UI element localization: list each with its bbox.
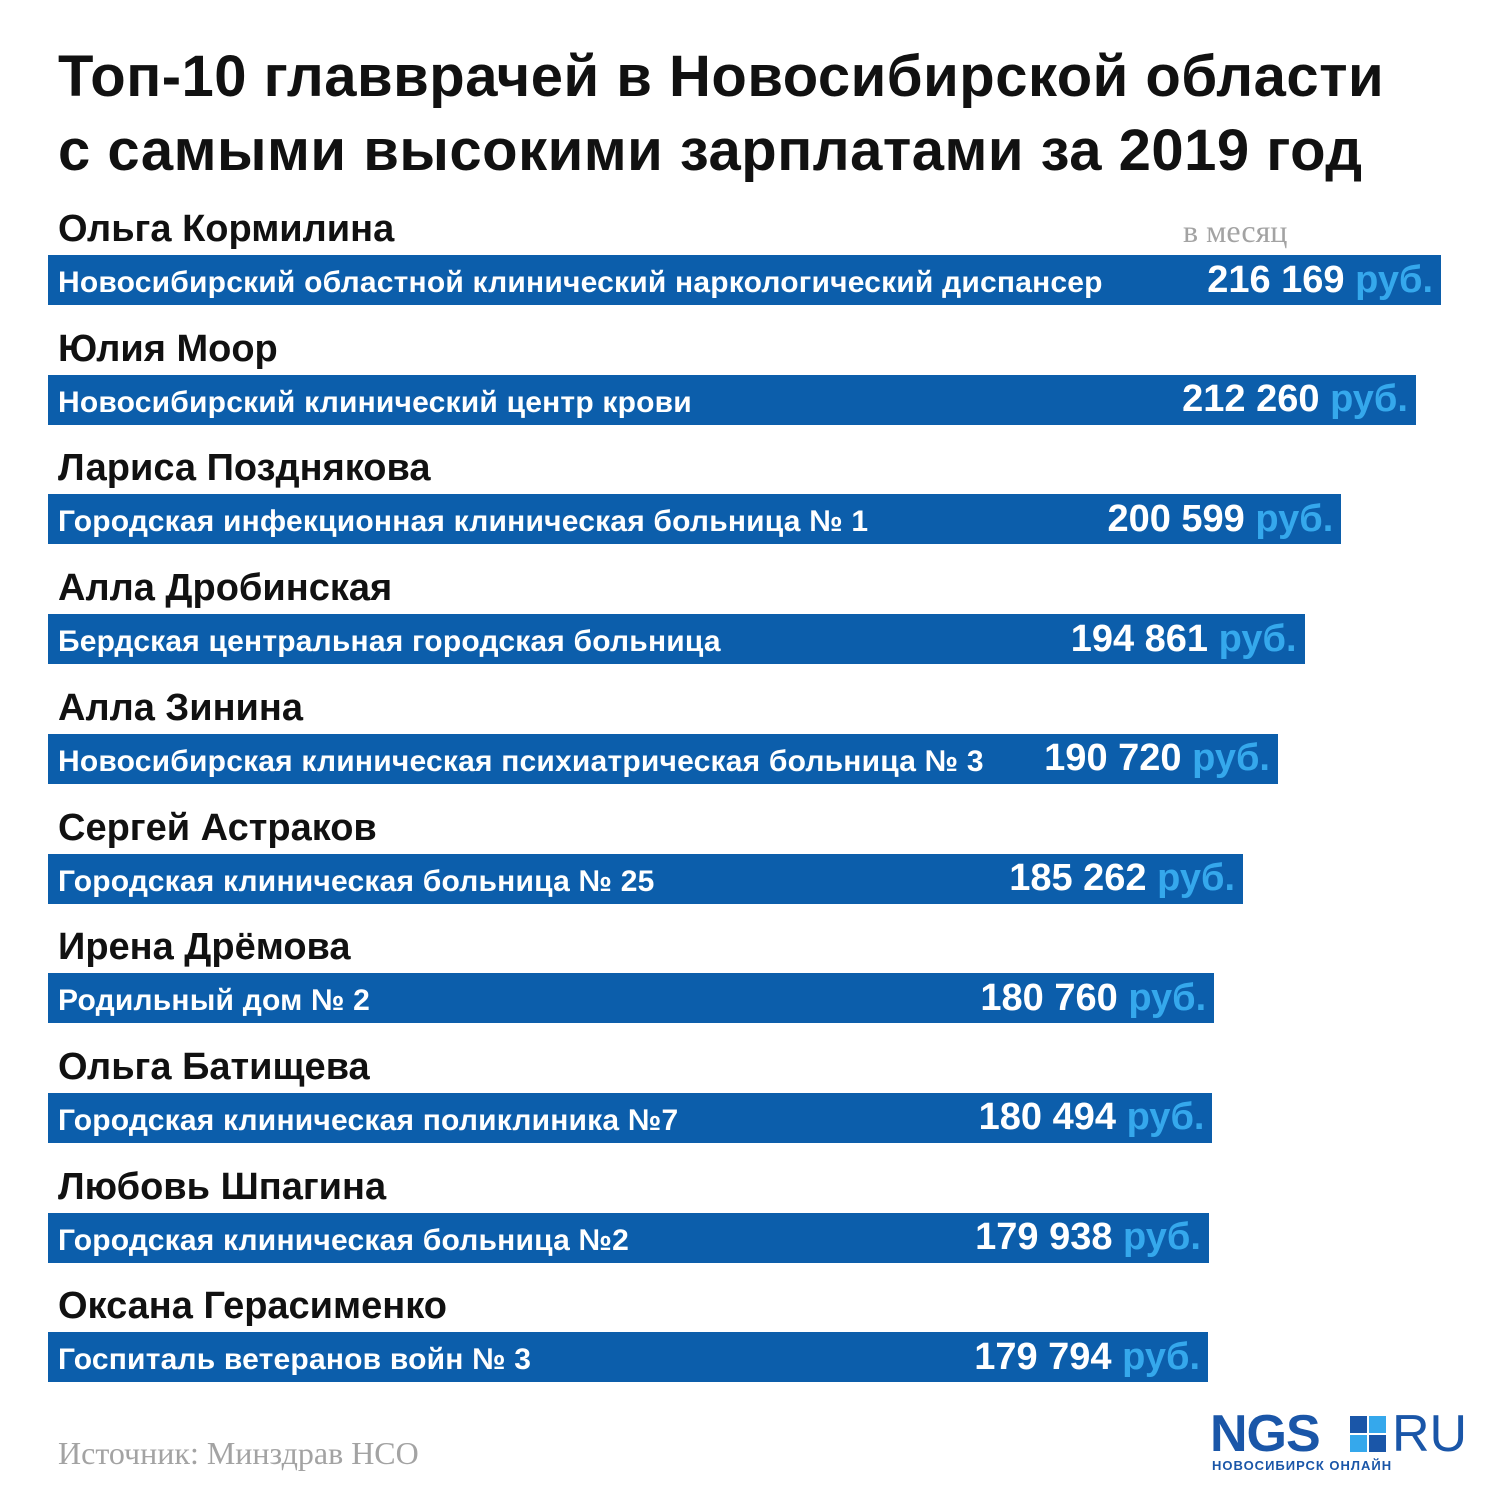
salary-number: 179 794 — [974, 1335, 1112, 1378]
salary-value-label: 180 494 руб. — [979, 1096, 1205, 1139]
logo-ngs-text: NGS — [1210, 1405, 1321, 1463]
doctor-name: Алла Дробинская — [58, 567, 393, 610]
salary-bar: Госпиталь ветеранов войн № 3 179 794 руб. — [48, 1332, 1208, 1383]
salary-unit: руб. — [1123, 1216, 1201, 1259]
doctor-name: Лариса Позднякова — [58, 447, 431, 490]
doctor-name: Юлия Моор — [58, 327, 278, 370]
salary-unit: руб. — [1128, 976, 1207, 1019]
bar-chart: Ольга Кормилина Новосибирский областной к… — [48, 208, 1441, 1383]
salary-value-label: 185 262 руб. — [1009, 857, 1235, 900]
salary-number: 190 720 — [1044, 737, 1182, 780]
institution-label: Городская инфекционная клиническая больн… — [58, 505, 869, 539]
salary-bar: Новосибирская клиническая психиатрическа… — [48, 733, 1278, 784]
salary-unit: руб. — [1255, 497, 1334, 540]
salary-bar: Новосибирский клинический центр крови 212… — [48, 374, 1416, 425]
salary-unit: руб. — [1330, 378, 1408, 421]
salary-value-label: 216 169 руб. — [1207, 259, 1433, 302]
salary-bar: Родильный дом № 2 180 760 руб. — [48, 973, 1215, 1024]
salary-number: 179 938 — [975, 1216, 1113, 1259]
doctor-name: Ольга Кормилина — [58, 208, 395, 250]
salary-bar: Городская инфекционная клиническая больн… — [48, 494, 1342, 545]
salary-value-label: 179 938 руб. — [975, 1216, 1201, 1259]
chart-title-line-2: с самыми высокими зарплатами за 2019 год — [58, 118, 1363, 183]
salary-number: 200 599 — [1107, 497, 1245, 540]
salary-number: 180 760 — [980, 976, 1118, 1019]
salary-unit: руб. — [1157, 857, 1236, 899]
salary-bar: Городская клиническая поликлиника №7 180 … — [48, 1092, 1213, 1143]
logo-ru-text: RU — [1392, 1405, 1468, 1463]
salary-bar: Бердская центральная городская больница 1… — [48, 614, 1305, 665]
doctor-name: Оксана Герасименко — [58, 1285, 447, 1328]
salary-number: 216 169 — [1207, 258, 1345, 301]
salary-value-label: 212 260 руб. — [1182, 378, 1408, 421]
chart-title: Топ-10 главврачей в Новосибирской област… — [58, 40, 1478, 188]
institution-label: Новосибирская клиническая психиатрическа… — [58, 744, 984, 778]
salary-bar: Городская клиническая больница №2 179 938… — [48, 1212, 1209, 1263]
institution-label: Родильный дом № 2 — [58, 984, 371, 1018]
salary-value-label: 190 720 руб. — [1044, 737, 1270, 780]
salary-value-label: 179 794 руб. — [974, 1336, 1200, 1379]
salary-value-label: 194 861 руб. — [1071, 618, 1297, 661]
ngs-logo: NGS RU НОВОСИБИРСК ОНЛАЙН — [1210, 1406, 1470, 1476]
salary-value-label: 200 599 руб. — [1107, 498, 1333, 541]
institution-label: Госпиталь ветеранов войн № 3 — [58, 1343, 532, 1377]
salary-unit: руб. — [1126, 1096, 1205, 1139]
salary-unit: руб. — [1218, 617, 1297, 660]
logo-subtitle: НОВОСИБИРСК ОНЛАЙН — [1212, 1458, 1393, 1473]
institution-label: Новосибирский клинический центр крови — [58, 385, 692, 419]
unit-note: в месяц — [1183, 213, 1288, 249]
doctor-name: Ирена Дрёмова — [58, 926, 351, 969]
salary-bar: Новосибирский областной клинический нарк… — [48, 255, 1441, 305]
institution-label: Бердская центральная городская больница — [58, 625, 721, 659]
doctor-name: Алла Зинина — [58, 686, 303, 729]
doctor-name: Ольга Батищева — [58, 1045, 370, 1088]
salary-number: 212 260 — [1182, 378, 1320, 421]
salary-number: 185 262 — [1009, 857, 1147, 899]
chart-title-line-1: Топ-10 главврачей в Новосибирской област… — [58, 44, 1385, 109]
institution-label: Городская клиническая больница № 25 — [58, 864, 655, 898]
salary-value-label: 180 760 руб. — [980, 977, 1206, 1020]
salary-number: 194 861 — [1070, 617, 1209, 660]
logo-square-icon — [1350, 1416, 1386, 1452]
salary-unit: руб. — [1192, 737, 1270, 780]
institution-label: Новосибирский областной клинический нарк… — [58, 266, 1103, 299]
doctor-name: Сергей Астраков — [58, 806, 377, 849]
salary-number: 180 494 — [978, 1096, 1117, 1139]
salary-unit: руб. — [1355, 258, 1433, 301]
source-note: Источник: Минздрав НСО — [58, 1435, 419, 1471]
institution-label: Городская клиническая больница №2 — [58, 1223, 630, 1257]
salary-unit: руб. — [1122, 1335, 1200, 1378]
institution-label: Городская клиническая поликлиника №7 — [58, 1103, 679, 1137]
doctor-name: Любовь Шпагина — [58, 1165, 387, 1208]
salary-bar: Городская клиническая больница № 25 185 2… — [48, 853, 1244, 904]
